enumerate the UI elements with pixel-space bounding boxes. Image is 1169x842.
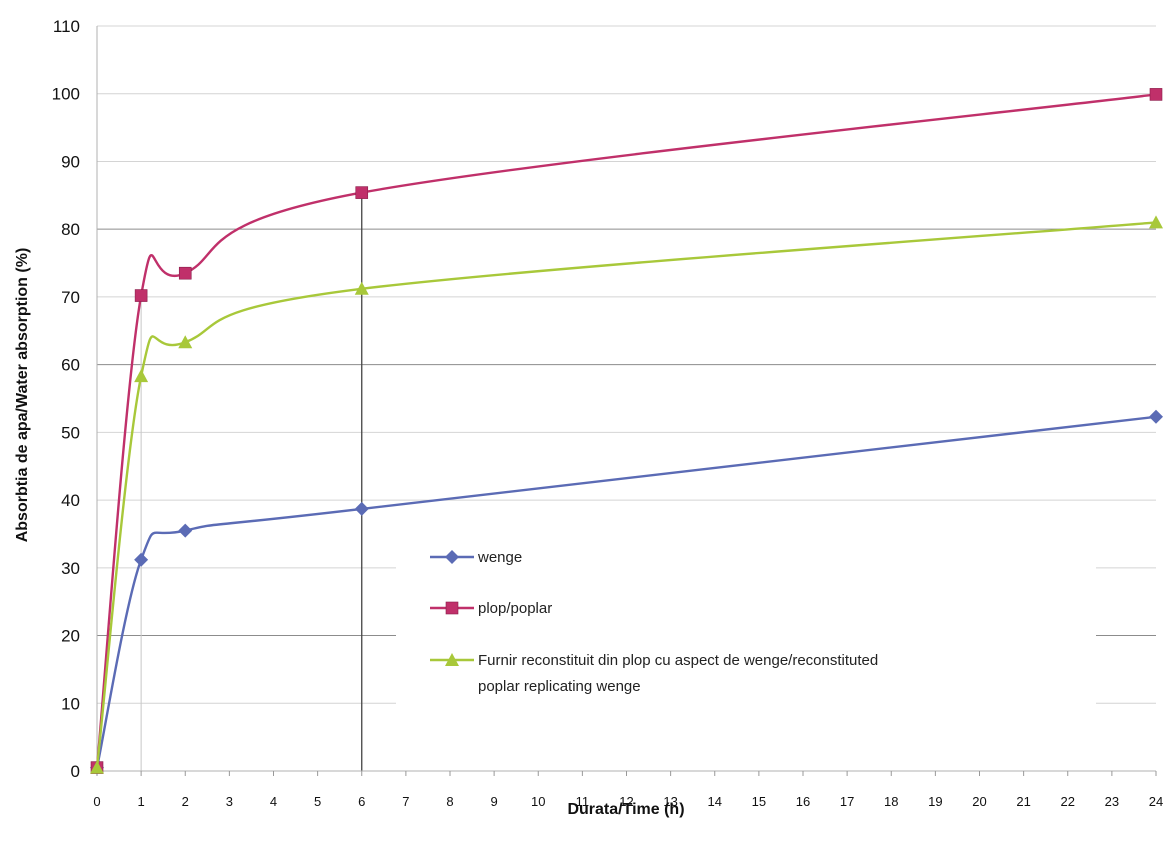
x-tick-label: 11 [576,794,590,809]
data-point-reconstituted [90,760,104,774]
x-tick-label: 24 [1149,794,1163,809]
x-tick-label: 18 [884,794,898,809]
x-tick-label: 7 [402,794,409,809]
x-tick-label: 13 [663,794,677,809]
x-tick-label: 12 [619,794,633,809]
y-axis-label: Absorbtia de apa/Water absorption (%) [14,248,31,543]
legend-label-poplar: plop/poplar [478,600,552,617]
x-tick-label: 21 [1016,794,1030,809]
data-point-poplar [178,266,192,280]
x-tick-label: 19 [928,794,942,809]
data-point-wenge [354,501,369,516]
x-tick-label: 22 [1061,794,1075,809]
x-tick-labels: 0 1 2 3 4 5 6 7 8 9 10 11 12 13 14 15 16 17 18 19 20 21 22 23 24 [93,794,1163,809]
data-point-reconstituted [134,369,149,383]
y-tick-label: 100 [52,85,80,104]
x-tick-label: 8 [446,794,453,809]
y-tick-labels: 0 10 20 30 40 50 60 70 80 90 100 110 [52,17,80,781]
data-point-wenge [134,552,149,567]
legend-background [396,535,1096,705]
x-tick-label: 6 [358,794,365,809]
legend-marker-reconstituted [445,653,459,666]
data-point-poplar [1149,88,1163,101]
x-axis-label: Durata/Time (h) [567,801,684,818]
series-line-wenge [95,415,1157,768]
y-tick-label: 80 [61,220,80,239]
data-point-reconstituted [1149,215,1163,229]
y-tick-label: 60 [61,356,80,375]
y-tick-label: 90 [61,152,80,171]
x-tick-label: 4 [270,794,277,809]
data-point-reconstituted [178,335,193,349]
x-tick-label: 15 [752,794,766,809]
x-tick-label: 2 [182,794,189,809]
x-tick-label: 1 [138,794,145,809]
x-tick-label: 5 [314,794,321,809]
legend-marker-wenge [445,550,459,564]
x-tick-label: 14 [708,794,722,809]
x-tick-label: 16 [796,794,810,809]
x-tick-label: 9 [491,794,498,809]
series-line-poplar [95,93,1157,768]
x-tick-label: 17 [840,794,854,809]
data-point-poplar [134,289,148,302]
y-tick-label: 70 [61,288,80,307]
legend-label-wenge: wenge [477,549,522,566]
legend-label-reconstituted: Furnir reconstituit din plop cu aspect d… [478,652,882,695]
y-tick-label: 0 [71,762,80,781]
legend: wenge plop/poplar Furnir reconstituit din … [396,535,1096,705]
x-tick-label: 20 [972,794,986,809]
x-tick-label: 0 [93,794,100,809]
y-tick-label: 110 [53,17,80,36]
y-tick-label: 20 [61,627,80,646]
data-point-wenge [178,523,193,538]
x-tick-label: 3 [226,794,233,809]
y-tick-label: 10 [61,694,80,713]
y-tick-label: 30 [61,559,80,578]
axes [96,26,1157,776]
series-group [90,88,1163,775]
data-point-wenge [1149,409,1163,424]
data-point-poplar [355,186,369,199]
x-tick-label: 10 [531,794,545,809]
x-tick-label: 23 [1105,794,1119,809]
y-tick-label: 40 [61,491,80,510]
data-point-reconstituted [354,281,369,295]
series-line-reconstituted [95,221,1157,768]
legend-marker-poplar [445,601,459,615]
y-tick-label: 50 [61,423,80,442]
